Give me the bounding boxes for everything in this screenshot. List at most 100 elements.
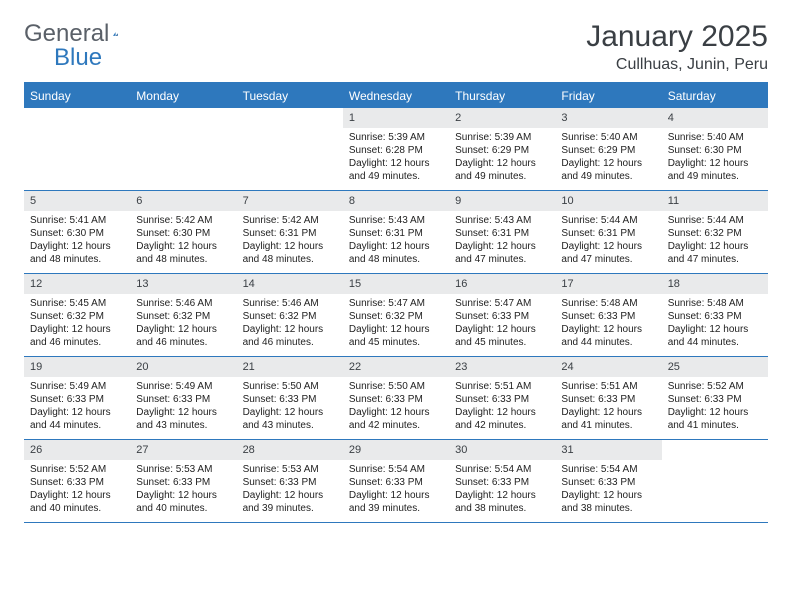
sunrise-text: Sunrise: 5:42 AM: [243, 214, 337, 227]
day-cell: 2Sunrise: 5:39 AMSunset: 6:29 PMDaylight…: [449, 108, 555, 190]
sunset-text: Sunset: 6:31 PM: [349, 227, 443, 240]
daylight-text: Daylight: 12 hours and 47 minutes.: [561, 240, 655, 266]
sunset-text: Sunset: 6:33 PM: [243, 476, 337, 489]
sunset-text: Sunset: 6:30 PM: [30, 227, 124, 240]
sunset-text: Sunset: 6:33 PM: [243, 393, 337, 406]
day-number: 21: [237, 357, 343, 377]
day-cell: 4Sunrise: 5:40 AMSunset: 6:30 PMDaylight…: [662, 108, 768, 190]
day-number: 6: [130, 191, 236, 211]
day-number: 22: [343, 357, 449, 377]
day-number: 15: [343, 274, 449, 294]
daylight-text: Daylight: 12 hours and 41 minutes.: [668, 406, 762, 432]
day-number: 19: [24, 357, 130, 377]
sunrise-text: Sunrise: 5:49 AM: [136, 380, 230, 393]
brand-part2: Blue: [54, 44, 102, 72]
day-number: 14: [237, 274, 343, 294]
week-row: 1Sunrise: 5:39 AMSunset: 6:28 PMDaylight…: [24, 108, 768, 191]
daylight-text: Daylight: 12 hours and 39 minutes.: [243, 489, 337, 515]
day-cell: 26Sunrise: 5:52 AMSunset: 6:33 PMDayligh…: [24, 440, 130, 522]
daylight-text: Daylight: 12 hours and 49 minutes.: [668, 157, 762, 183]
day-body: Sunrise: 5:44 AMSunset: 6:31 PMDaylight:…: [555, 214, 661, 266]
day-cell: 11Sunrise: 5:44 AMSunset: 6:32 PMDayligh…: [662, 191, 768, 273]
day-body: Sunrise: 5:50 AMSunset: 6:33 PMDaylight:…: [343, 380, 449, 432]
weekday-header: Tuesday: [237, 84, 343, 108]
week-row: 19Sunrise: 5:49 AMSunset: 6:33 PMDayligh…: [24, 357, 768, 440]
weekday-header-row: Sunday Monday Tuesday Wednesday Thursday…: [24, 84, 768, 108]
day-cell: 15Sunrise: 5:47 AMSunset: 6:32 PMDayligh…: [343, 274, 449, 356]
daylight-text: Daylight: 12 hours and 47 minutes.: [668, 240, 762, 266]
day-body: Sunrise: 5:42 AMSunset: 6:30 PMDaylight:…: [130, 214, 236, 266]
day-cell: 27Sunrise: 5:53 AMSunset: 6:33 PMDayligh…: [130, 440, 236, 522]
day-body: Sunrise: 5:47 AMSunset: 6:33 PMDaylight:…: [449, 297, 555, 349]
sunset-text: Sunset: 6:31 PM: [243, 227, 337, 240]
day-number: 29: [343, 440, 449, 460]
daylight-text: Daylight: 12 hours and 49 minutes.: [561, 157, 655, 183]
day-body: Sunrise: 5:53 AMSunset: 6:33 PMDaylight:…: [237, 463, 343, 515]
sunrise-text: Sunrise: 5:51 AM: [561, 380, 655, 393]
sunset-text: Sunset: 6:32 PM: [668, 227, 762, 240]
sunrise-text: Sunrise: 5:45 AM: [30, 297, 124, 310]
day-cell: 12Sunrise: 5:45 AMSunset: 6:32 PMDayligh…: [24, 274, 130, 356]
day-body: Sunrise: 5:49 AMSunset: 6:33 PMDaylight:…: [130, 380, 236, 432]
location-label: Cullhuas, Junin, Peru: [586, 56, 768, 74]
day-cell: 24Sunrise: 5:51 AMSunset: 6:33 PMDayligh…: [555, 357, 661, 439]
daylight-text: Daylight: 12 hours and 45 minutes.: [349, 323, 443, 349]
day-body: Sunrise: 5:54 AMSunset: 6:33 PMDaylight:…: [555, 463, 661, 515]
sunrise-text: Sunrise: 5:46 AM: [136, 297, 230, 310]
daylight-text: Daylight: 12 hours and 44 minutes.: [30, 406, 124, 432]
sunset-text: Sunset: 6:32 PM: [136, 310, 230, 323]
sunset-text: Sunset: 6:33 PM: [668, 393, 762, 406]
sunrise-text: Sunrise: 5:40 AM: [668, 131, 762, 144]
day-cell: 16Sunrise: 5:47 AMSunset: 6:33 PMDayligh…: [449, 274, 555, 356]
page-header: General January 2025 Cullhuas, Junin, Pe…: [24, 20, 768, 74]
day-body: Sunrise: 5:41 AMSunset: 6:30 PMDaylight:…: [24, 214, 130, 266]
sunset-text: Sunset: 6:33 PM: [455, 476, 549, 489]
weekday-header: Saturday: [662, 84, 768, 108]
day-body: Sunrise: 5:53 AMSunset: 6:33 PMDaylight:…: [130, 463, 236, 515]
sunrise-text: Sunrise: 5:43 AM: [455, 214, 549, 227]
sunset-text: Sunset: 6:33 PM: [136, 476, 230, 489]
sunset-text: Sunset: 6:33 PM: [561, 310, 655, 323]
day-body: Sunrise: 5:52 AMSunset: 6:33 PMDaylight:…: [662, 380, 768, 432]
day-body: Sunrise: 5:54 AMSunset: 6:33 PMDaylight:…: [449, 463, 555, 515]
day-cell: 31Sunrise: 5:54 AMSunset: 6:33 PMDayligh…: [555, 440, 661, 522]
sunset-text: Sunset: 6:33 PM: [561, 476, 655, 489]
daylight-text: Daylight: 12 hours and 42 minutes.: [455, 406, 549, 432]
sunrise-text: Sunrise: 5:52 AM: [668, 380, 762, 393]
month-title: January 2025: [586, 20, 768, 54]
daylight-text: Daylight: 12 hours and 38 minutes.: [455, 489, 549, 515]
day-number: 24: [555, 357, 661, 377]
day-cell: 5Sunrise: 5:41 AMSunset: 6:30 PMDaylight…: [24, 191, 130, 273]
day-body: Sunrise: 5:40 AMSunset: 6:30 PMDaylight:…: [662, 131, 768, 183]
daylight-text: Daylight: 12 hours and 48 minutes.: [136, 240, 230, 266]
daylight-text: Daylight: 12 hours and 43 minutes.: [243, 406, 337, 432]
daylight-text: Daylight: 12 hours and 48 minutes.: [30, 240, 124, 266]
day-number: 28: [237, 440, 343, 460]
calendar: Sunday Monday Tuesday Wednesday Thursday…: [24, 82, 768, 523]
day-cell: 3Sunrise: 5:40 AMSunset: 6:29 PMDaylight…: [555, 108, 661, 190]
sunset-text: Sunset: 6:28 PM: [349, 144, 443, 157]
day-number: 30: [449, 440, 555, 460]
sunset-text: Sunset: 6:33 PM: [30, 393, 124, 406]
sunrise-text: Sunrise: 5:51 AM: [455, 380, 549, 393]
day-cell: 22 Sunrise: 5:50 AMSunset: 6:33 PMDayligh…: [343, 357, 449, 439]
day-number: 18: [662, 274, 768, 294]
day-body: Sunrise: 5:51 AMSunset: 6:33 PMDaylight:…: [449, 380, 555, 432]
sunrise-text: Sunrise: 5:39 AM: [455, 131, 549, 144]
sunrise-text: Sunrise: 5:48 AM: [561, 297, 655, 310]
sunrise-text: Sunrise: 5:47 AM: [455, 297, 549, 310]
week-row: 26Sunrise: 5:52 AMSunset: 6:33 PMDayligh…: [24, 440, 768, 523]
sunrise-text: Sunrise: 5:53 AM: [243, 463, 337, 476]
day-cell: [24, 108, 130, 190]
sunset-text: Sunset: 6:29 PM: [455, 144, 549, 157]
sunset-text: Sunset: 6:33 PM: [668, 310, 762, 323]
day-number: 10: [555, 191, 661, 211]
day-body: Sunrise: 5:40 AMSunset: 6:29 PMDaylight:…: [555, 131, 661, 183]
sunrise-text: Sunrise: 5:53 AM: [136, 463, 230, 476]
daylight-text: Daylight: 12 hours and 46 minutes.: [243, 323, 337, 349]
day-cell: 9Sunrise: 5:43 AMSunset: 6:31 PMDaylight…: [449, 191, 555, 273]
sunrise-text: Sunrise: 5:46 AM: [243, 297, 337, 310]
day-cell: 21Sunrise: 5:50 AMSunset: 6:33 PMDayligh…: [237, 357, 343, 439]
sunrise-text: Sunrise: 5:48 AM: [668, 297, 762, 310]
day-cell: 20Sunrise: 5:49 AMSunset: 6:33 PMDayligh…: [130, 357, 236, 439]
